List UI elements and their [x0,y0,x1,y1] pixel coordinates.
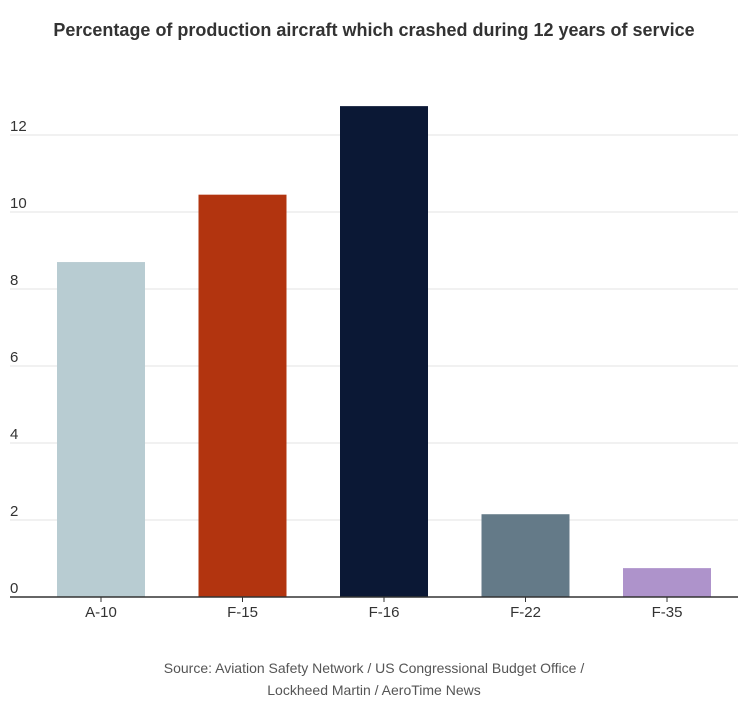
x-tick-label: F-35 [652,604,683,621]
bar-a-10 [57,262,145,597]
source-line-1: Source: Aviation Safety Network / US Con… [163,660,585,676]
x-tick-label: F-16 [369,604,400,621]
y-tick-label: 4 [10,426,18,443]
source-note: Source: Aviation Safety Network / US Con… [0,657,748,701]
y-axis-ticks: 0 2 4 6 8 10 12 [10,118,27,597]
x-tick-label: A-10 [85,604,117,621]
bar-f-35 [623,568,711,597]
x-tick-label: F-22 [510,604,541,621]
y-tick-label: 8 [10,272,18,289]
y-tick-label: 10 [10,195,27,212]
y-tick-label: 0 [10,580,18,597]
source-line-2: Lockheed Martin / AeroTime News [267,682,481,698]
bar-f-15 [198,194,287,598]
bar-f-22 [481,514,570,597]
x-axis-ticks: A-10 F-15 F-16 F-22 F-35 [85,597,682,621]
x-tick-label: F-15 [227,604,258,621]
y-tick-label: 12 [10,118,27,135]
y-tick-label: 2 [10,503,18,520]
bar-f-16 [340,106,428,597]
chart-title: Percentage of production aircraft which … [53,20,695,40]
bars [57,106,711,598]
y-tick-label: 6 [10,349,18,366]
